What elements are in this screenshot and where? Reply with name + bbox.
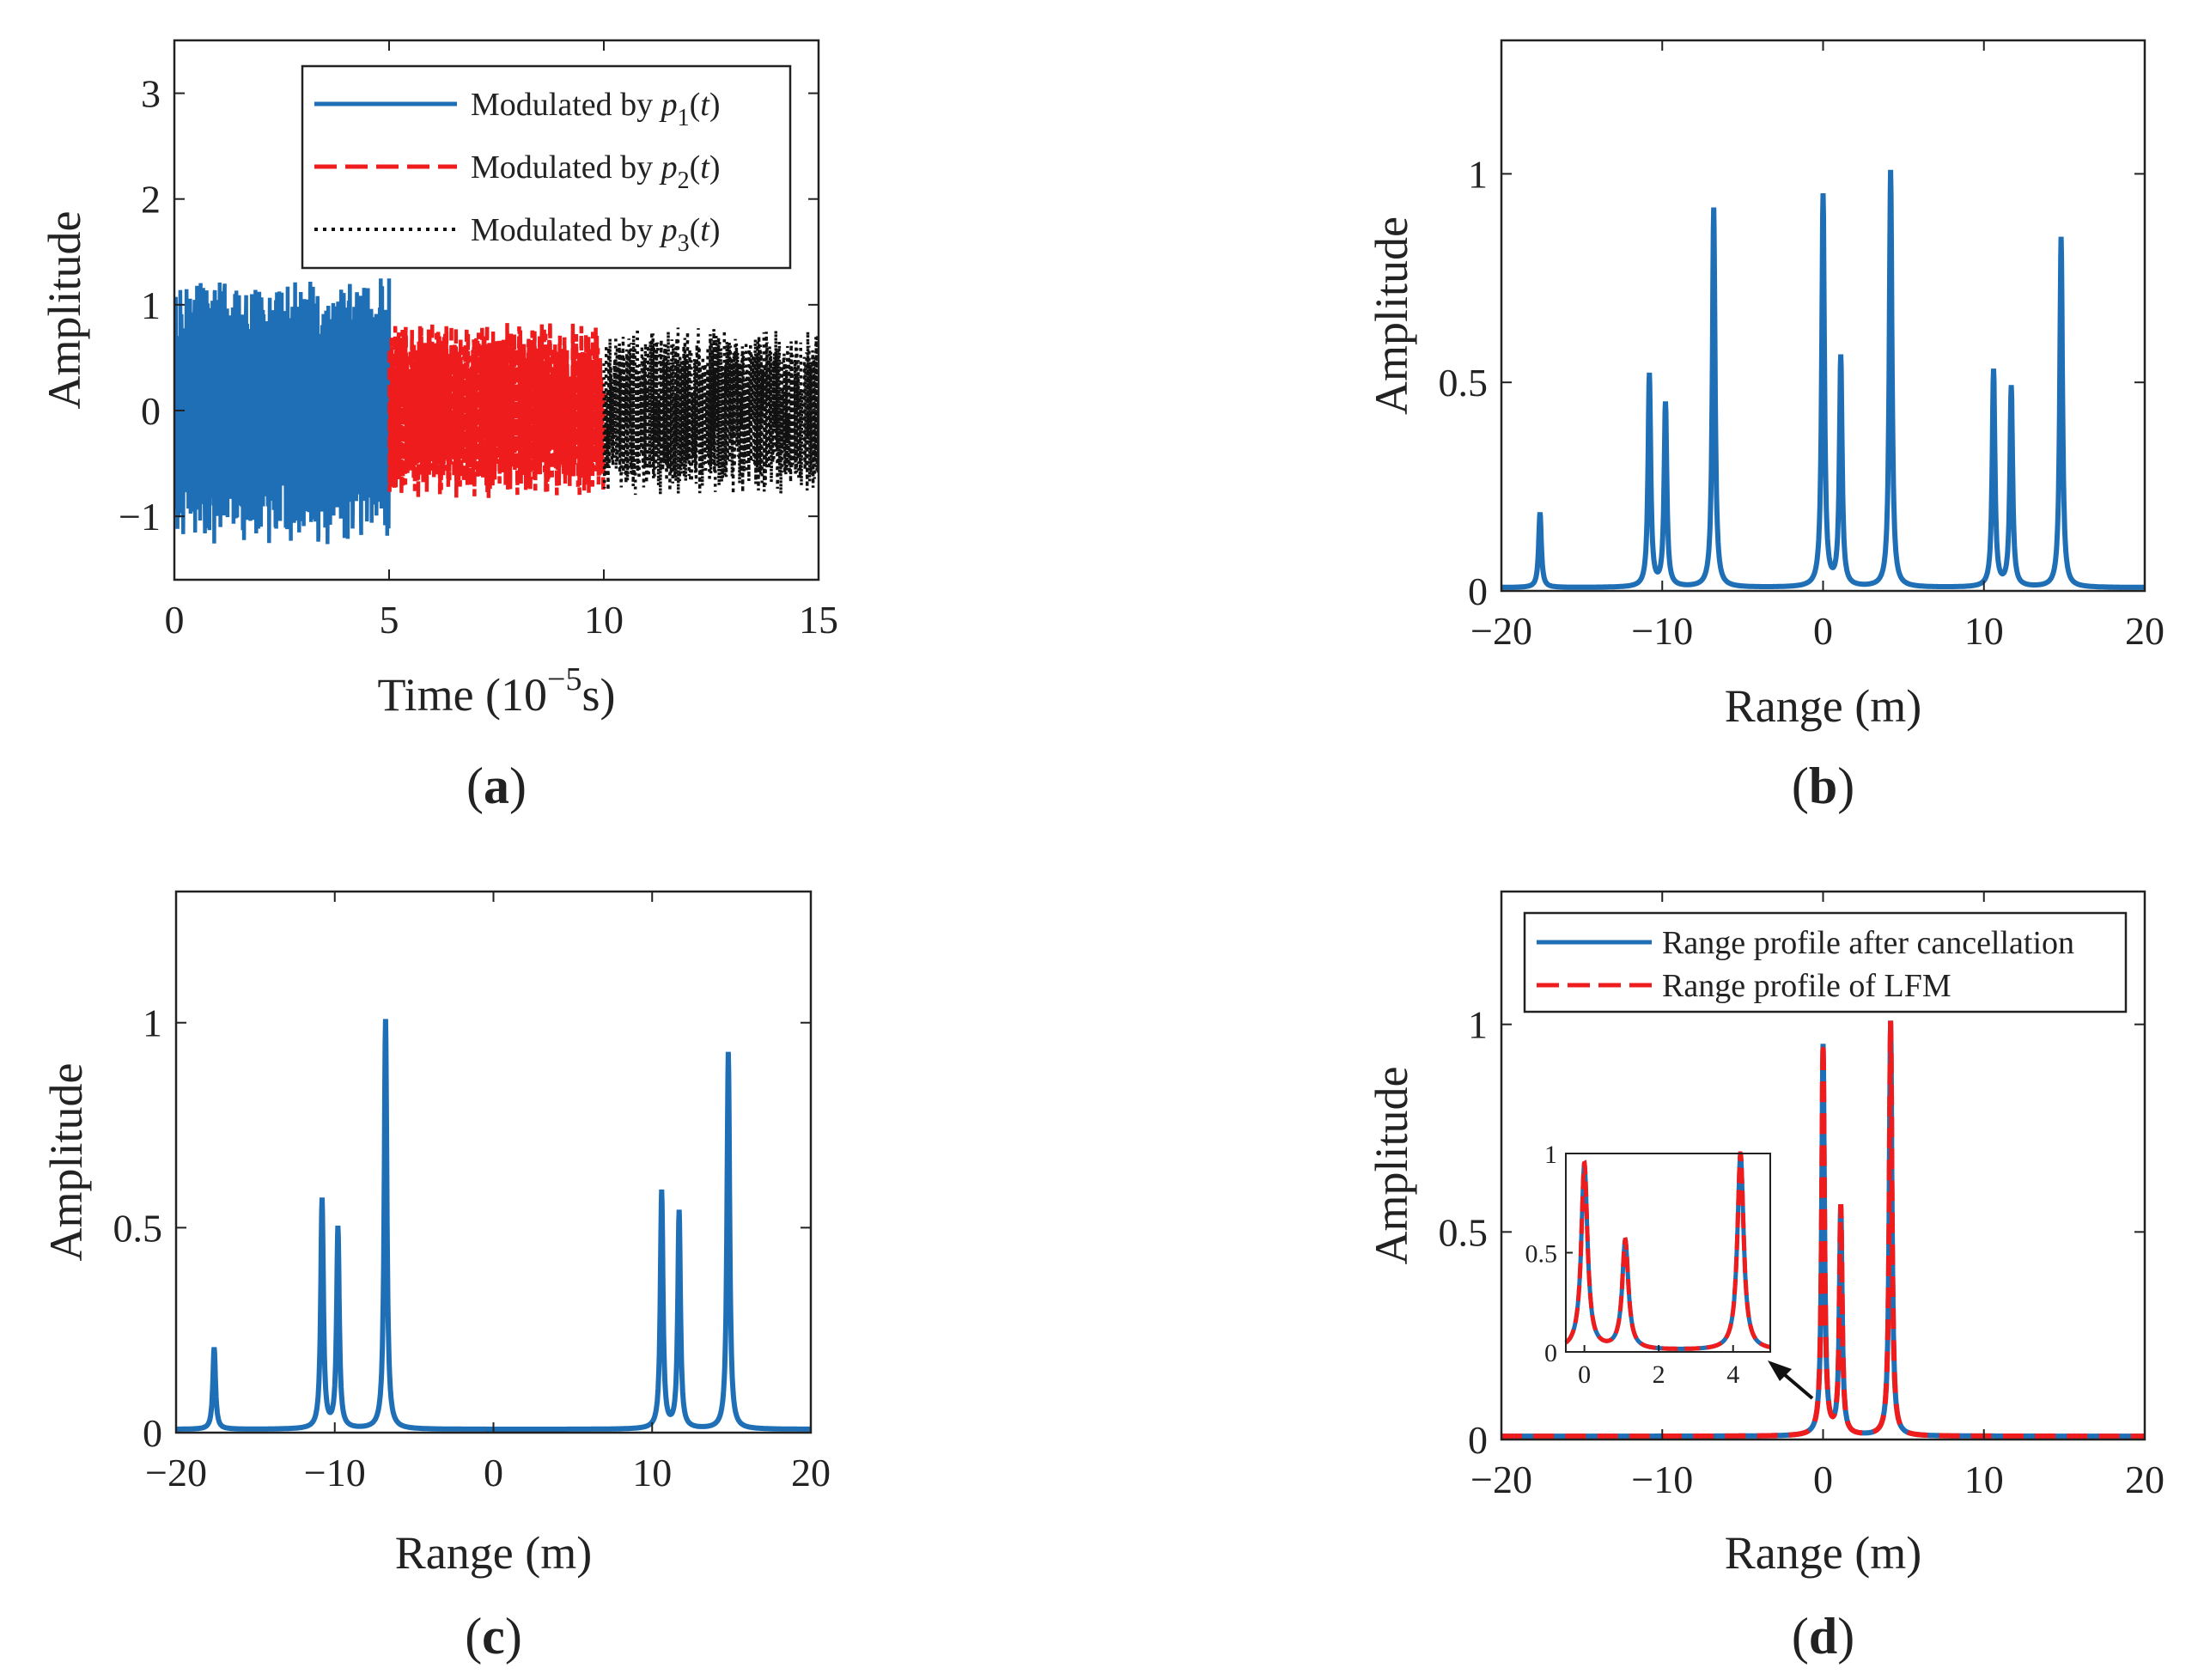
inset: 0 2 4 0 0.5 1 bbox=[1525, 1141, 1771, 1389]
legend-label-p1: Modulated by p1(t) bbox=[471, 87, 721, 131]
y-tick-label: 0.5 bbox=[1439, 361, 1489, 405]
x-tick-label: −10 bbox=[1631, 609, 1693, 653]
series-line-p1 bbox=[174, 278, 392, 545]
y-tick-label: 1 bbox=[1468, 1003, 1488, 1047]
x-tick-label: 5 bbox=[380, 598, 399, 642]
x-tick-label: 0 bbox=[484, 1451, 503, 1494]
panel-label: (c) bbox=[465, 1608, 522, 1665]
peak-marker bbox=[335, 1229, 341, 1235]
peak-marker bbox=[1888, 1021, 1894, 1027]
peak-marker bbox=[676, 1213, 682, 1219]
x-tick-label: 0 bbox=[165, 598, 185, 642]
arrow-head bbox=[1768, 1360, 1792, 1381]
series-line-p2 bbox=[387, 322, 606, 498]
peak-marker bbox=[1647, 375, 1653, 381]
peak-marker bbox=[725, 1052, 731, 1058]
inset-y-tick-label: 1 bbox=[1544, 1141, 1557, 1169]
y-tick-label: 0.5 bbox=[113, 1206, 163, 1250]
inset-series-2 bbox=[1564, 1151, 1771, 1351]
series-line-1 bbox=[176, 1019, 811, 1432]
panel-b: −20 −10 0 10 20 0 0.5 1 Amplitude Range (m) (b) bbox=[1366, 39, 2165, 814]
peak-marker bbox=[1990, 371, 1996, 377]
legend-label-2: Range profile of LFM bbox=[1662, 968, 1951, 1004]
x-tick-label: 15 bbox=[799, 598, 838, 642]
y-axis-label: Amplitude bbox=[1366, 216, 1417, 415]
x-tick-label: −20 bbox=[145, 1451, 207, 1494]
peak-marker bbox=[2058, 238, 2064, 244]
peak-marker bbox=[382, 1020, 388, 1026]
x-tick-label: 10 bbox=[1964, 609, 2004, 653]
x-axis-label: Time (10−5s) bbox=[378, 661, 616, 721]
peak-marker bbox=[1711, 209, 1717, 215]
peak-marker bbox=[1662, 405, 1668, 411]
x-tick-label: −10 bbox=[304, 1451, 366, 1494]
inset-x-tick-label: 4 bbox=[1726, 1360, 1739, 1389]
y-tick-label: 2 bbox=[141, 178, 161, 222]
y-tick-label: 0 bbox=[1468, 569, 1488, 613]
panel-label: (b) bbox=[1792, 758, 1854, 814]
legend-box bbox=[1523, 911, 2128, 1013]
x-tick-label: 10 bbox=[584, 598, 624, 642]
peak-marker bbox=[1820, 196, 1826, 202]
peak-marker bbox=[1537, 513, 1543, 519]
legend-label-1: Range profile after cancellation bbox=[1662, 925, 2074, 961]
y-tick-label: −1 bbox=[119, 495, 161, 539]
peak-marker bbox=[1838, 358, 1844, 364]
x-tick-label: −10 bbox=[1631, 1458, 1693, 1501]
peak-marker bbox=[1888, 171, 1894, 177]
panel-label: (a) bbox=[466, 758, 527, 814]
x-axis-label: Range (m) bbox=[395, 1527, 592, 1579]
x-tick-label: 0 bbox=[1813, 609, 1833, 653]
axes-frame bbox=[174, 890, 813, 1434]
x-tick-label: −20 bbox=[1470, 609, 1532, 653]
series-line-p3 bbox=[602, 327, 819, 496]
inset-x-tick-label: 2 bbox=[1653, 1360, 1665, 1389]
y-tick-label: 0.5 bbox=[1439, 1210, 1489, 1254]
y-tick-label: 0 bbox=[143, 1411, 162, 1455]
legend-label-p2: Modulated by p2(t) bbox=[471, 149, 721, 194]
x-tick-label: 20 bbox=[2125, 609, 2165, 653]
panel-label: (d) bbox=[1792, 1608, 1854, 1665]
x-tick-label: 0 bbox=[1813, 1458, 1833, 1501]
peak-marker bbox=[1820, 1046, 1826, 1052]
inset-x-tick-label: 0 bbox=[1578, 1360, 1591, 1389]
peak-marker bbox=[319, 1200, 325, 1206]
y-axis-label: Amplitude bbox=[40, 1063, 92, 1262]
peak-marker bbox=[211, 1348, 217, 1354]
legend-label-p3: Modulated by p3(t) bbox=[471, 212, 721, 257]
inset-y-tick-label: 0 bbox=[1544, 1339, 1557, 1367]
legend: Range profile after cancellation Range pr… bbox=[1523, 911, 2128, 1013]
x-tick-label: 20 bbox=[791, 1451, 831, 1494]
panel-a: 0 5 10 15 −1 0 1 2 3 Amplitude Time (10−5s) Modulat… bbox=[39, 39, 838, 814]
y-axis-label: Amplitude bbox=[1366, 1067, 1417, 1265]
axes-frame bbox=[173, 39, 820, 581]
x-tick-label: 10 bbox=[632, 1451, 672, 1494]
x-tick-label: 20 bbox=[2125, 1458, 2165, 1501]
x-axis-label: Range (m) bbox=[1725, 680, 1921, 732]
inset-y-tick-label: 0.5 bbox=[1525, 1240, 1558, 1269]
panel-c: −20 −10 0 10 20 0 0.5 1 Amplitude Range (m) (c) bbox=[40, 890, 831, 1665]
x-tick-label: −20 bbox=[1470, 1458, 1532, 1501]
y-axis-label: Amplitude bbox=[39, 211, 90, 410]
peak-marker bbox=[1838, 1208, 1844, 1214]
peak-marker bbox=[659, 1192, 665, 1198]
legend: Modulated by p1(t) Modulated by p2(t) Modu… bbox=[301, 64, 792, 270]
series-line-1 bbox=[1501, 169, 2146, 590]
y-tick-label: 1 bbox=[1468, 152, 1488, 196]
annotation-arrow bbox=[1768, 1360, 1814, 1400]
y-tick-label: 0 bbox=[141, 389, 161, 433]
x-tick-label: 10 bbox=[1964, 1458, 2004, 1501]
y-tick-label: 3 bbox=[141, 72, 161, 116]
y-tick-label: 0 bbox=[1468, 1418, 1488, 1462]
y-tick-label: 1 bbox=[143, 1001, 162, 1045]
x-axis-label: Range (m) bbox=[1725, 1527, 1921, 1579]
y-tick-label: 1 bbox=[141, 283, 161, 327]
series-line-2 bbox=[1501, 1020, 2145, 1440]
peak-marker bbox=[2008, 387, 2014, 393]
